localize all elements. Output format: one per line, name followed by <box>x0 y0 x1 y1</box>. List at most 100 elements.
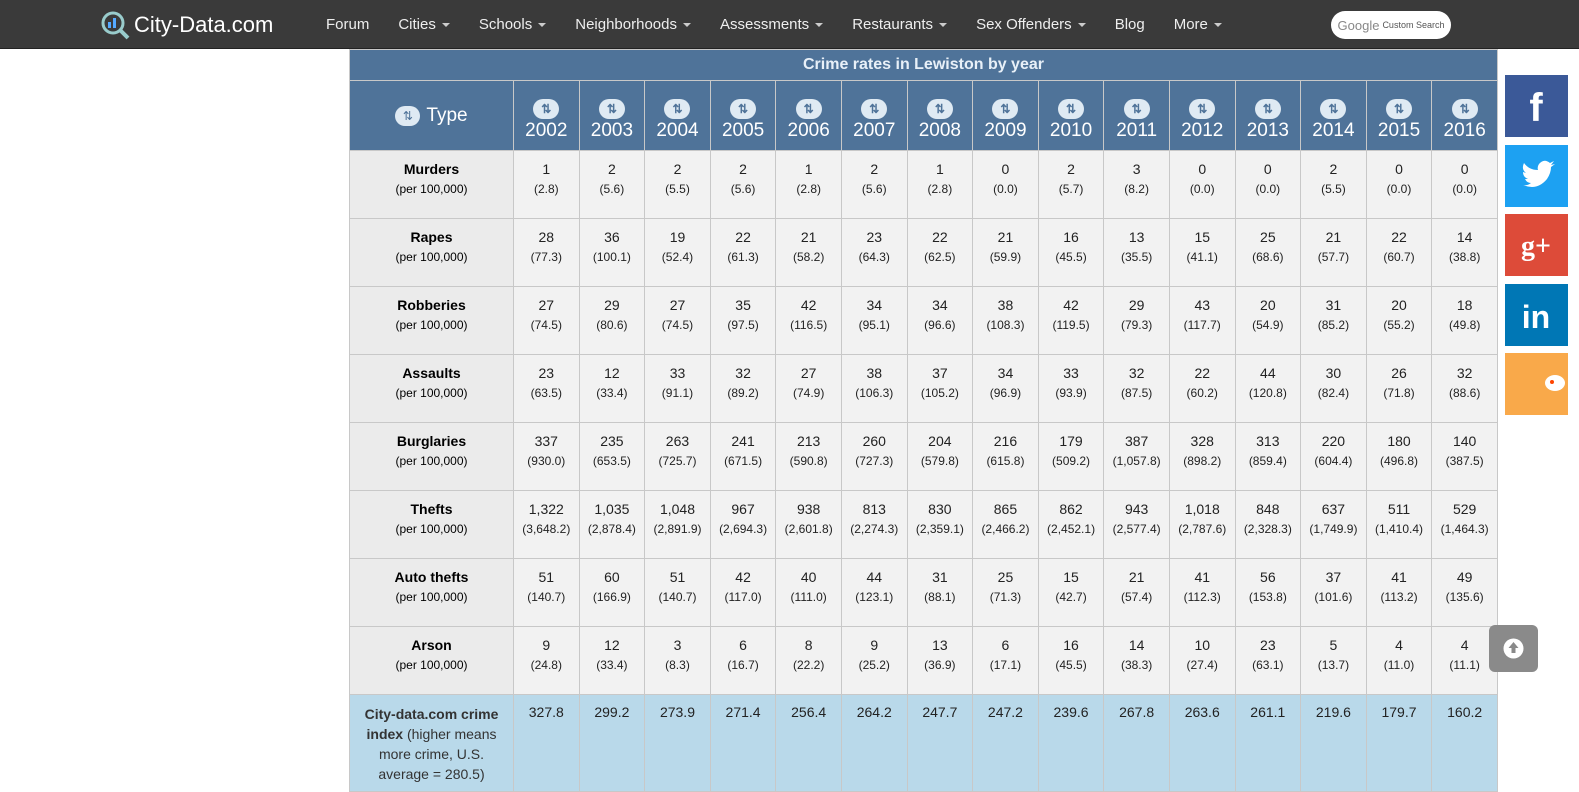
menu-item[interactable]: Assessments <box>720 16 823 33</box>
crime-rate: (1,410.4) <box>1368 522 1431 536</box>
menu-item[interactable]: Cities <box>398 16 450 33</box>
year-text: 2006 <box>788 120 830 141</box>
crime-cell: 529(1,464.3) <box>1432 491 1498 559</box>
logo[interactable]: City-Data.com <box>100 10 273 40</box>
type-header[interactable]: ⇅Type <box>350 81 514 151</box>
year-header[interactable]: ⇅2009 <box>973 81 1039 151</box>
sort-icon: ⇅ <box>861 99 887 119</box>
menu-item[interactable]: Schools <box>479 16 546 33</box>
search-brand: Google <box>1338 18 1380 33</box>
facebook-button[interactable]: f <box>1505 75 1568 137</box>
year-header[interactable]: ⇅2010 <box>1038 81 1104 151</box>
crime-cell: 44(123.1) <box>841 559 907 627</box>
crime-count: 0 <box>1461 161 1469 177</box>
crime-count: 1 <box>936 161 944 177</box>
crime-cell: 56(153.8) <box>1235 559 1301 627</box>
year-header[interactable]: ⇅2014 <box>1301 81 1367 151</box>
year-header[interactable]: ⇅2002 <box>514 81 580 151</box>
crime-type-name: Murders <box>404 161 459 177</box>
menu-item[interactable]: More <box>1174 16 1222 33</box>
menu: Forum Cities Schools Neighborhoods Assessmen… <box>326 0 1251 48</box>
year-header[interactable]: ⇅2004 <box>645 81 711 151</box>
crime-count: 813 <box>863 501 886 517</box>
crime-count: 830 <box>928 501 951 517</box>
year-header[interactable]: ⇅2003 <box>579 81 645 151</box>
search-label: Custom Search <box>1382 20 1444 30</box>
crime-rate: (62.5) <box>909 250 972 264</box>
crime-cell: 6(17.1) <box>973 627 1039 695</box>
caret <box>538 23 546 27</box>
crime-type: Arson(per 100,000) <box>350 627 514 695</box>
crime-count: 2 <box>1330 161 1338 177</box>
year-header[interactable]: ⇅2012 <box>1169 81 1235 151</box>
crime-cell: 387(1,057.8) <box>1104 423 1170 491</box>
table-title: Crime rates in Lewiston by year <box>350 50 1498 81</box>
year-header[interactable]: ⇅2006 <box>776 81 842 151</box>
year-text: 2013 <box>1247 120 1289 141</box>
crime-rate: (0.0) <box>1237 182 1300 196</box>
crime-cell: 140(387.5) <box>1432 423 1498 491</box>
crime-cell: 216(615.8) <box>973 423 1039 491</box>
crime-count: 44 <box>1260 365 1276 381</box>
crime-count: 38 <box>998 297 1014 313</box>
crime-type-name: Auto thefts <box>395 569 469 585</box>
crime-count: 21 <box>1129 569 1145 585</box>
year-header[interactable]: ⇅2007 <box>841 81 907 151</box>
crime-cell: 511(1,410.4) <box>1366 491 1432 559</box>
year-text: 2015 <box>1378 120 1420 141</box>
search-box[interactable]: GoogleCustom Search <box>1331 11 1451 39</box>
crime-cell: 35(97.5) <box>710 287 776 355</box>
caret <box>1214 23 1222 27</box>
crime-cell: 12(33.4) <box>579 355 645 423</box>
crime-type: Robberies(per 100,000) <box>350 287 514 355</box>
crime-cell: 0(0.0) <box>973 151 1039 219</box>
menu-item[interactable]: Forum <box>326 16 369 33</box>
crime-cell: 13(36.9) <box>907 627 973 695</box>
menu-item[interactable]: Blog <box>1115 16 1145 33</box>
crime-cell: 1,048(2,891.9) <box>645 491 711 559</box>
crime-count: 42 <box>801 297 817 313</box>
year-header[interactable]: ⇅2005 <box>710 81 776 151</box>
crime-cell: 1(2.8) <box>514 151 580 219</box>
year-text: 2009 <box>984 120 1026 141</box>
crime-rate: (5.5) <box>1302 182 1365 196</box>
twitter-button[interactable] <box>1505 145 1568 207</box>
caret <box>815 23 823 27</box>
year-header[interactable]: ⇅2011 <box>1104 81 1170 151</box>
crime-rate: (96.9) <box>974 386 1037 400</box>
crime-cell: 2(5.6) <box>579 151 645 219</box>
crime-cell: 44(120.8) <box>1235 355 1301 423</box>
reddit-button[interactable] <box>1505 353 1568 415</box>
year-header[interactable]: ⇅2016 <box>1432 81 1498 151</box>
year-header[interactable]: ⇅2013 <box>1235 81 1301 151</box>
index-value: 219.6 <box>1301 695 1367 792</box>
crime-rate: (2.8) <box>777 182 840 196</box>
crime-count: 213 <box>797 433 820 449</box>
scroll-top-button[interactable] <box>1489 625 1538 672</box>
crime-count: 25 <box>998 569 1014 585</box>
crime-count: 3 <box>674 637 682 653</box>
crime-cell: 25(71.3) <box>973 559 1039 627</box>
sort-icon: ⇅ <box>796 99 822 119</box>
crime-table: Crime rates in Lewiston by year ⇅Type⇅20… <box>349 49 1498 792</box>
crime-rate: (1,749.9) <box>1302 522 1365 536</box>
crime-rate: (91.1) <box>646 386 709 400</box>
menu-item[interactable]: Sex Offenders <box>976 16 1086 33</box>
linkedin-button[interactable]: in <box>1505 284 1568 346</box>
crime-cell: 49(135.6) <box>1432 559 1498 627</box>
menu-item[interactable]: Restaurants <box>852 16 947 33</box>
crime-type: Burglaries(per 100,000) <box>350 423 514 491</box>
crime-rate: (0.0) <box>974 182 1037 196</box>
index-value: 179.7 <box>1366 695 1432 792</box>
crime-rate: (590.8) <box>777 454 840 468</box>
crime-cell: 15(42.7) <box>1038 559 1104 627</box>
google-plus-button[interactable]: g+ <box>1505 214 1568 276</box>
crime-rate: (85.2) <box>1302 318 1365 332</box>
year-header[interactable]: ⇅2008 <box>907 81 973 151</box>
sort-icon: ⇅ <box>1189 99 1215 119</box>
menu-item[interactable]: Neighborhoods <box>575 16 691 33</box>
year-header[interactable]: ⇅2015 <box>1366 81 1432 151</box>
crime-cell: 8(22.2) <box>776 627 842 695</box>
svg-text:f: f <box>1529 86 1543 130</box>
crime-count: 967 <box>731 501 754 517</box>
